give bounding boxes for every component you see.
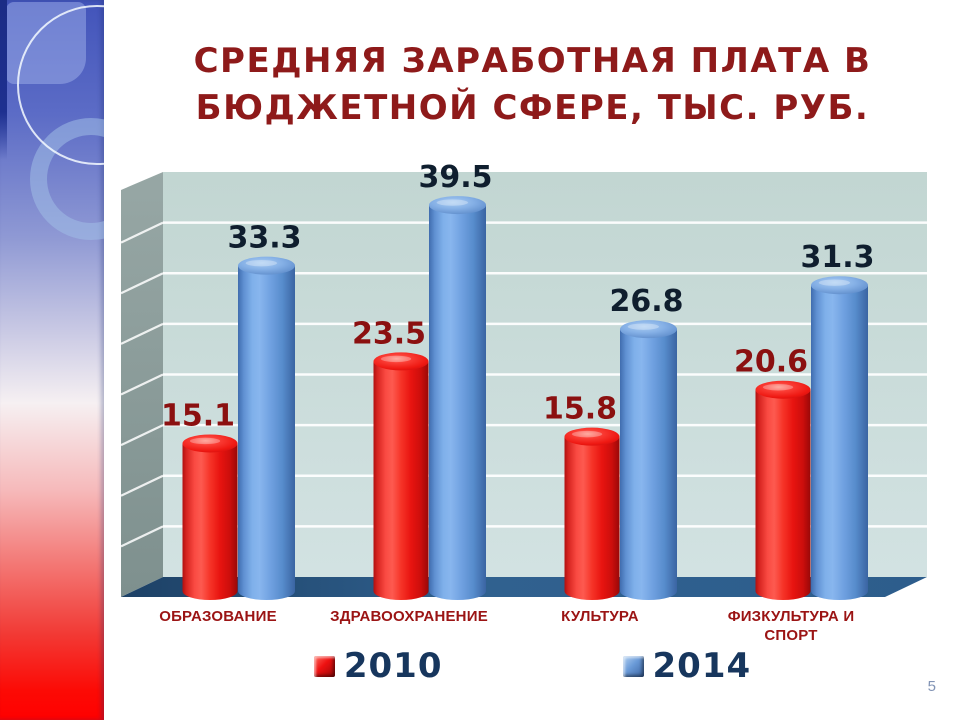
gridline-side [120,424,164,447]
chart-data-labels: 15.1 33.3 23.5 39.5 15.8 26.8 20.6 31.3 [161,160,875,433]
bar-body [620,329,677,591]
bar-top [373,352,429,371]
gridline-side [120,221,164,244]
chart-bars [182,196,868,600]
bar-top [755,380,811,399]
slide-title-line2: БЮДЖЕТНОЙ СФЕРЕ, ТЫС. РУБ. [195,88,870,128]
gridline-side [120,272,164,295]
data-label: 23.5 [352,316,426,351]
data-label: 15.8 [543,392,617,427]
data-label: 26.8 [609,284,683,319]
chart-category-labels: ОБРАЗОВАНИЕ ЗДРАВООХРАНЕНИЕ КУЛЬТУРА ФИЗКУЛ… [159,608,854,644]
bar-body [755,389,811,591]
bar-top-highlight [380,355,412,363]
legend-item-2010: 2010 [313,646,443,686]
legend-swatch-blue-icon [622,655,644,677]
category-label: КУЛЬТУРА [561,608,639,625]
legend-label-2014: 2014 [652,646,752,686]
chart-legend: 2010 2014 [105,646,960,686]
gridline-side [120,373,164,396]
data-label: 20.6 [734,345,808,380]
data-label: 15.1 [161,398,235,433]
decorative-navy-strip [0,0,7,160]
slide-title-line1: СРЕДНЯЯ ЗАРАБОТНАЯ ПЛАТА В [193,41,872,81]
slide-title: СРЕДНЯЯ ЗАРАБОТНАЯ ПЛАТА В БЮДЖЕТНОЙ СФЕ… [105,38,960,132]
gridline-side [120,525,164,548]
data-label: 39.5 [418,160,492,195]
bar-top [620,320,677,339]
bar-top-highlight [762,384,794,391]
bar-top-highlight [627,323,660,330]
category-label: ОБРАЗОВАНИЕ [159,608,277,625]
page-number: 5 [927,678,936,695]
bar-top-highlight [189,437,221,445]
bar-top [429,196,486,215]
gridline-side [120,474,164,497]
legend-label-2010: 2010 [343,646,443,686]
floor [121,577,927,597]
bar-body [564,436,620,591]
bar-body [429,205,486,591]
category-label: ЗДРАВООХРАНЕНИЕ [330,608,488,625]
decorative-side-band [0,0,104,720]
data-label: 33.3 [227,221,301,256]
bar-top-highlight [571,430,603,438]
category-label: ФИЗКУЛЬТУРА И СПОРТ [728,608,855,644]
legend-swatch-red-icon [313,655,335,677]
bar-top-highlight [436,199,469,206]
gridline-side [120,322,164,345]
bar-top [238,256,295,275]
data-label: 31.3 [800,240,874,275]
bar-top [182,434,238,453]
bar-body [182,443,238,591]
bar-top [564,427,620,446]
bar-top-highlight [818,279,851,286]
bar-top-highlight [245,259,278,267]
legend-item-2014: 2014 [622,646,752,686]
bar-body [811,285,868,591]
bar-top [811,276,868,295]
bar-body [373,361,429,591]
bar-body [238,265,295,591]
